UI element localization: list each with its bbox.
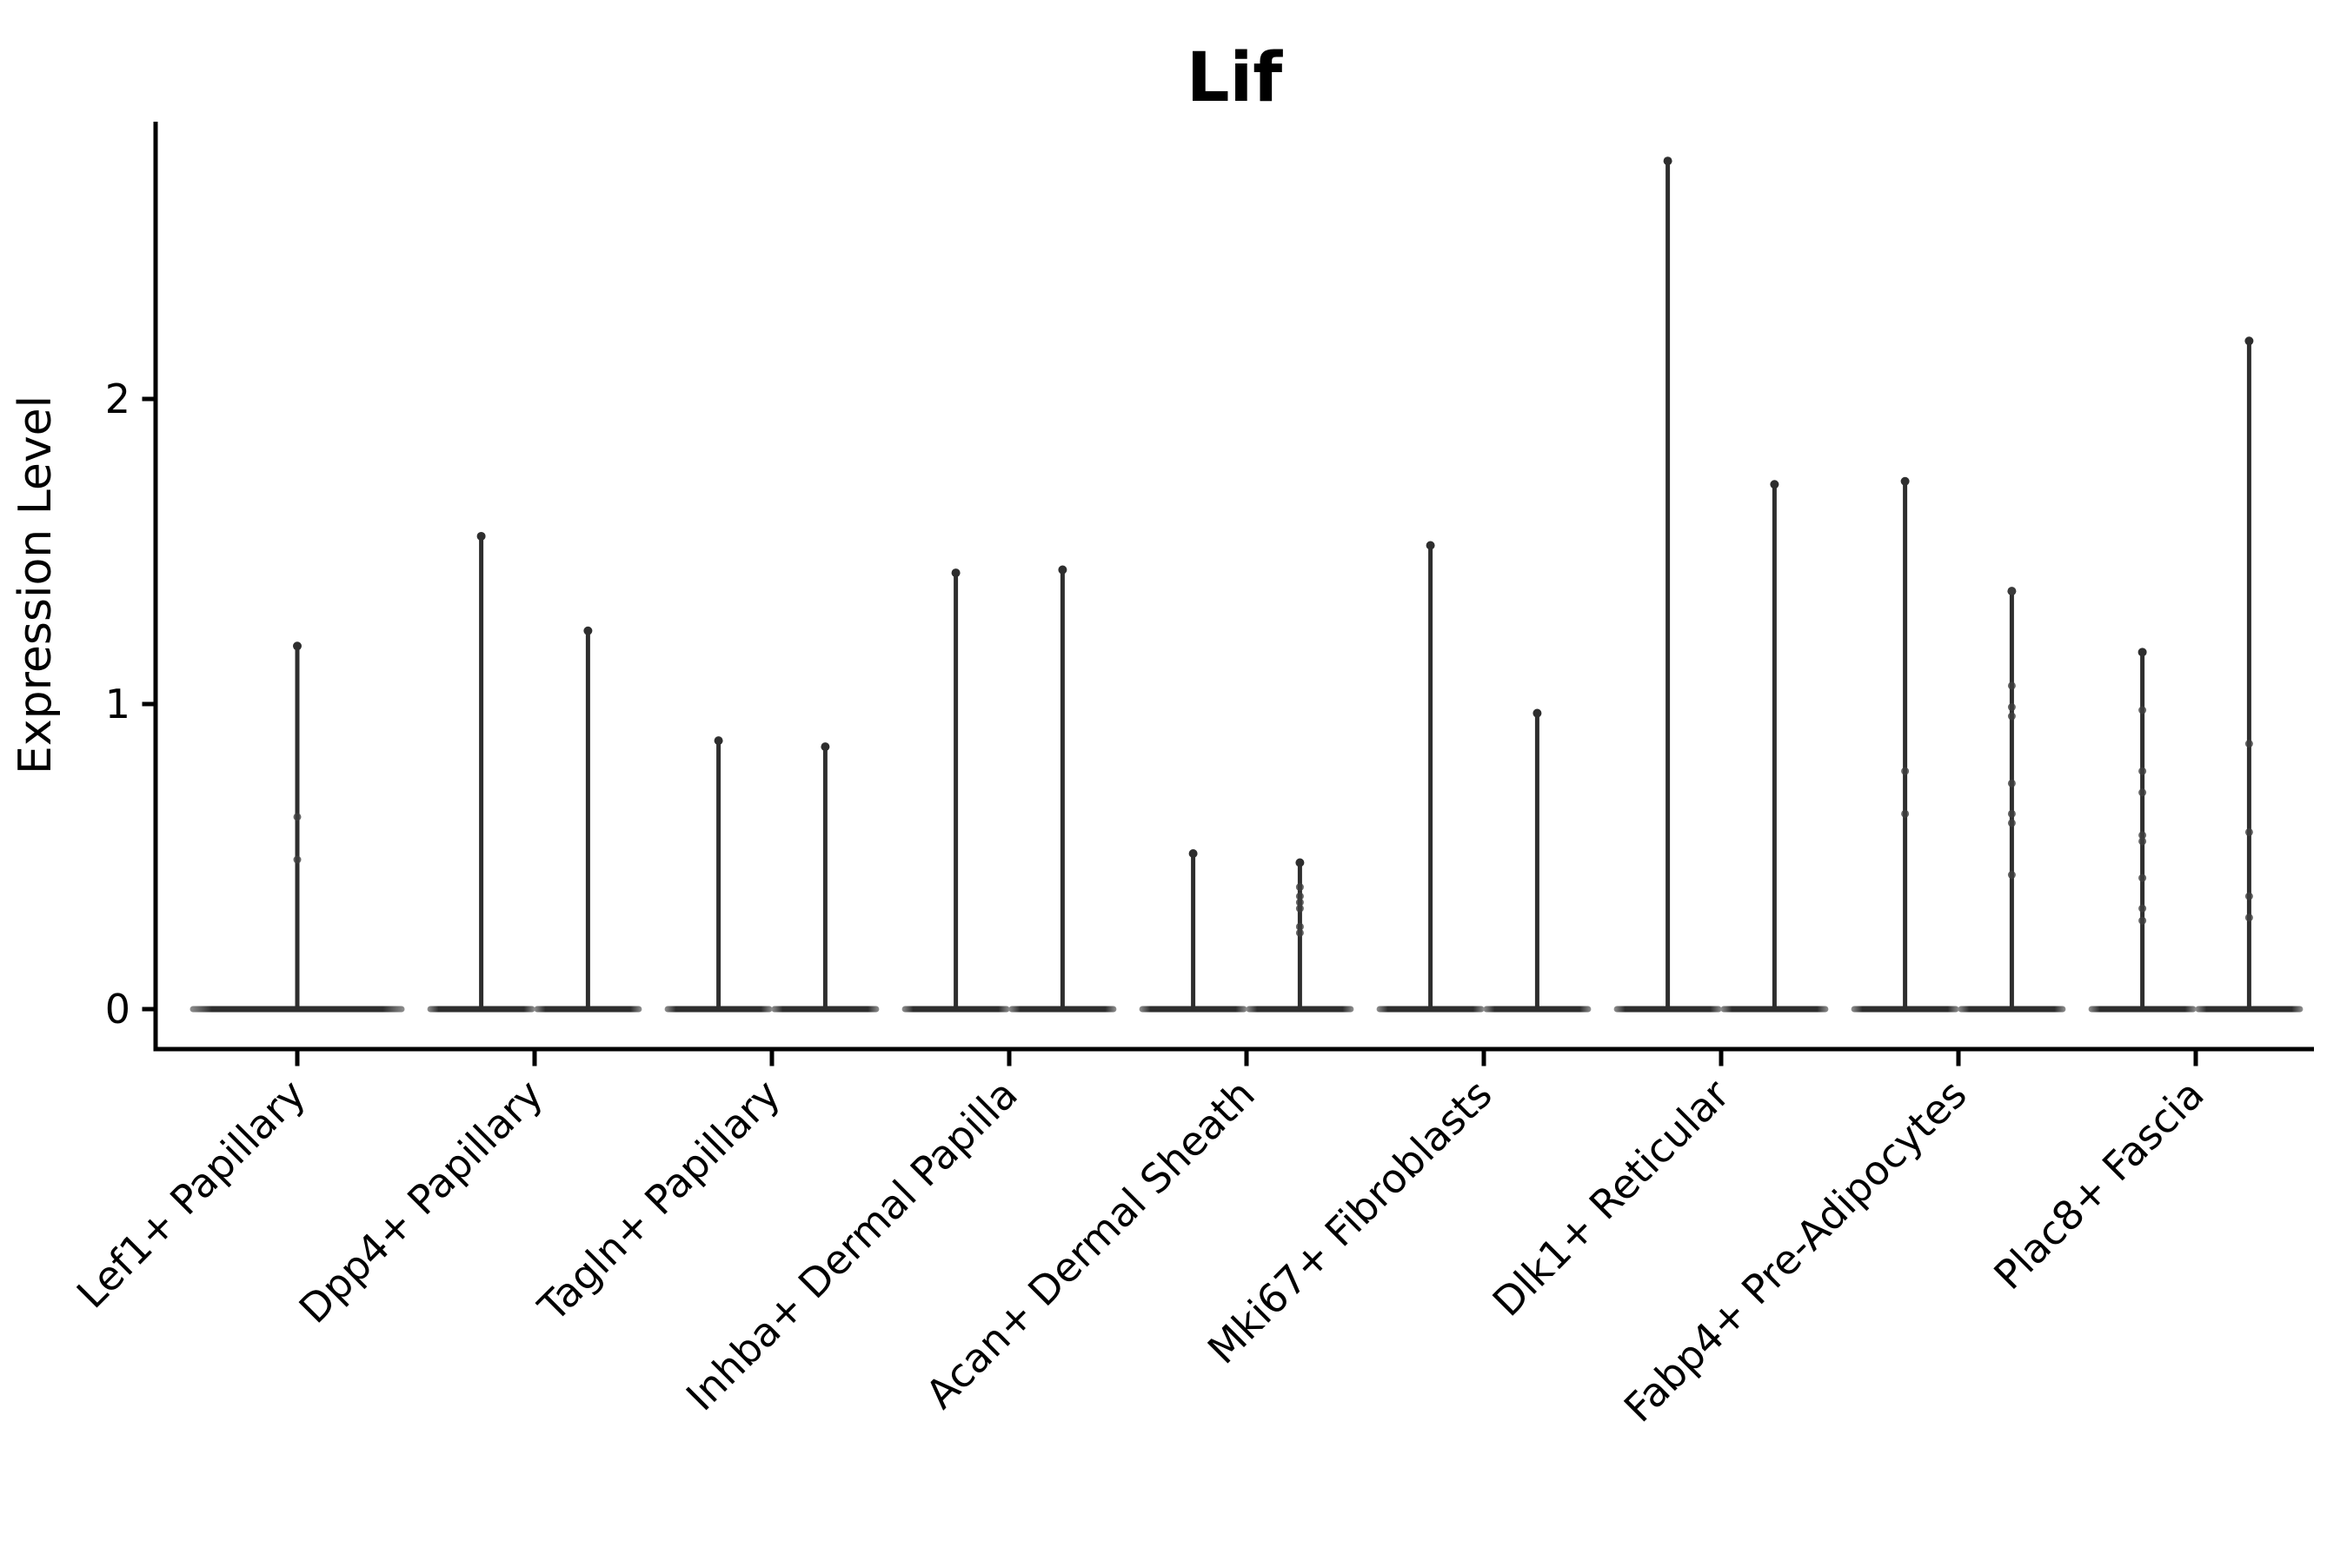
y-tick-label: 0	[105, 986, 130, 1033]
expression-point	[2138, 788, 2147, 797]
expression-point	[1295, 928, 1304, 937]
x-category-label: Plac8+ Fascia	[1985, 1071, 2212, 1299]
violin-spike-tip	[821, 742, 830, 752]
expression-point	[2244, 914, 2253, 922]
violin-spike-tip	[1533, 708, 1542, 718]
violin-spike-tip	[1058, 565, 1067, 575]
y-tick-label: 1	[105, 681, 130, 728]
x-category-label: Lef1+ Papillary	[68, 1071, 315, 1318]
violin-spike-tip	[1188, 848, 1198, 858]
expression-point	[2007, 712, 2016, 721]
violin-spike-tip	[2244, 336, 2254, 346]
expression-point	[2138, 767, 2147, 775]
expression-point	[2007, 587, 2016, 595]
expression-point	[2007, 871, 2016, 880]
expression-point	[2007, 809, 2016, 818]
violin-spike-tip	[583, 626, 593, 635]
y-tick-label: 2	[105, 375, 130, 422]
expression-point	[2244, 740, 2253, 748]
expression-point	[1295, 898, 1304, 907]
expression-point	[2138, 706, 2147, 714]
expression-point	[1901, 767, 1910, 775]
expression-point	[1295, 922, 1304, 931]
y-tick-labels: 0 1 2	[105, 375, 130, 1033]
expression-point	[2138, 916, 2147, 925]
expression-point	[2244, 892, 2253, 900]
expression-point	[2138, 831, 2147, 840]
x-category-label: Dlk1+ Reticular	[1484, 1071, 1739, 1325]
expression-point	[2007, 681, 2016, 690]
axes	[142, 122, 2314, 1066]
expression-point	[2244, 827, 2253, 836]
violin-spike-tip	[1770, 480, 1779, 489]
expression-point	[2138, 837, 2147, 846]
expression-point	[293, 813, 302, 821]
expression-point	[293, 855, 302, 864]
expression-point	[2138, 904, 2147, 913]
y-axis-label: Expression Level	[10, 395, 62, 774]
violin-spike-tip	[1900, 476, 1910, 486]
violin-spike-tip	[714, 736, 723, 746]
expression-point	[1295, 883, 1304, 892]
expression-point	[1295, 904, 1304, 913]
violin-spike-tip	[476, 531, 486, 541]
chart-title: Lif	[1187, 39, 1283, 117]
expression-point	[2007, 779, 2016, 787]
violin-spike-tip	[293, 641, 302, 651]
violin-spike-tip	[1663, 156, 1672, 166]
expression-point	[1295, 892, 1304, 900]
expression-point	[2138, 874, 2147, 882]
violin-spike-tip	[1426, 541, 1435, 550]
violin-spike-tip	[1295, 858, 1305, 867]
expression-point	[2007, 703, 2016, 712]
expression-point	[1901, 809, 1910, 818]
expression-point	[2007, 819, 2016, 827]
violin-spike-tip	[951, 568, 961, 578]
x-category-label: Tagln+ Papillary	[529, 1071, 789, 1332]
x-category-label: Dpp4+ Papillary	[290, 1071, 552, 1332]
violins-layer	[189, 156, 2304, 1013]
violin-spike-tip	[2138, 648, 2147, 657]
